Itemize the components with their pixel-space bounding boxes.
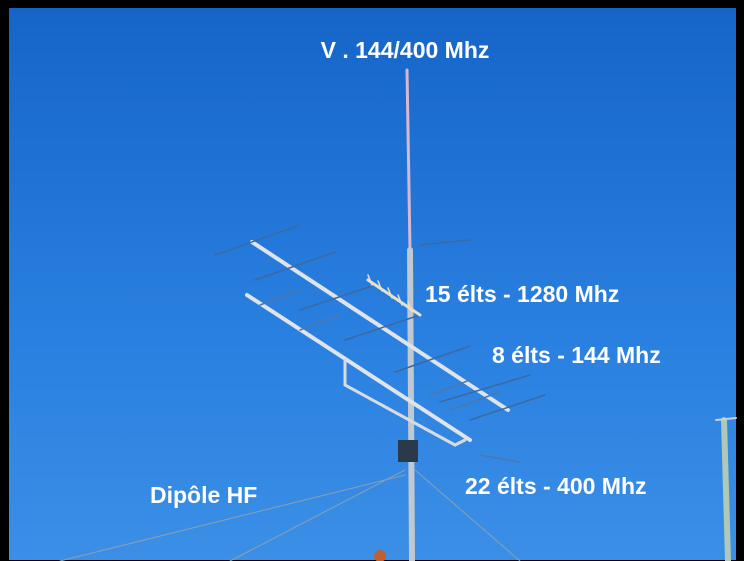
label: 22 élts - 400 Mhz [465,473,647,499]
label: V . 144/400 Mhz [321,37,490,63]
label: 8 élts - 144 Mhz [492,342,661,368]
antenna [59,68,737,561]
label: 15 élts - 1280 Mhz [425,281,619,307]
label: Dipôle HF [150,482,257,508]
